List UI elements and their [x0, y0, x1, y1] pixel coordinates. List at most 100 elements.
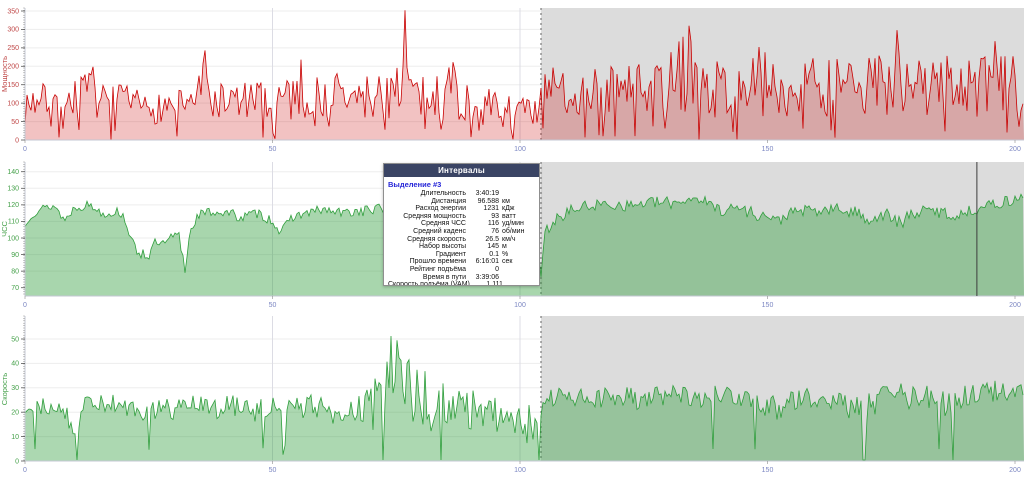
interval-stat-row: Скорость подъёма (VAM) 1.111: [388, 281, 534, 285]
x-tick-label: 200: [1009, 146, 1021, 153]
y-tick-label: 130: [7, 186, 19, 193]
x-tick-label: 100: [514, 146, 526, 153]
popup-body: Выделение #3 Длительность 3:40:19 Дистанци…: [384, 177, 539, 285]
interval-stat-row: Прошло времени 6:16:01 сек: [388, 258, 534, 266]
stat-label: Средняя скорость: [407, 235, 466, 243]
y-tick-label: 40: [11, 361, 19, 368]
interval-stat-row: Градиент 0.1%: [388, 251, 534, 259]
stat-label: Расход энергии: [415, 205, 466, 213]
intervals-popup: Интервалы Выделение #3 Длительность 3:40:…: [383, 163, 540, 286]
stat-unit: м: [502, 243, 507, 251]
stat-value: 0.1: [489, 250, 499, 258]
x-tick-label: 100: [514, 467, 526, 474]
stat-unit: км/ч: [502, 235, 516, 243]
y-tick-label: 120: [7, 202, 19, 209]
stat-unit: [502, 190, 534, 198]
stat-label: Скорость подъёма (VAM): [388, 281, 470, 285]
interval-stat-row: Рейтинг подъёма 0: [388, 266, 534, 274]
stat-label: Средняя мощность: [403, 212, 466, 220]
interval-stat-row: Длительность 3:40:19: [388, 190, 534, 198]
stat-unit: сек: [502, 258, 513, 266]
x-tick-label: 0: [23, 467, 27, 474]
x-tick-label: 50: [269, 467, 277, 474]
interval-stat-row: Время в пути 3:39:06: [388, 274, 534, 282]
stat-value: 93: [491, 212, 499, 220]
y-tick-label: 100: [7, 100, 19, 107]
stat-value: 3:39:06: [475, 273, 499, 281]
interval-stat-row: Средняя ЧСС 116 уд/мин: [388, 220, 534, 228]
stat-label: Рейтинг подъёма: [409, 265, 466, 273]
x-tick-label: 50: [269, 302, 277, 308]
stat-label: Время в пути: [422, 273, 466, 281]
y-tick-label: 20: [11, 410, 19, 417]
y-tick-label: 0: [15, 458, 19, 465]
stat-unit: [506, 281, 538, 285]
stat-unit: %: [502, 250, 509, 258]
y-tick-label: 110: [8, 219, 19, 226]
stat-label: Длительность: [420, 190, 466, 197]
stat-value: 1231: [483, 205, 499, 213]
stat-label: Градиент: [435, 250, 466, 258]
y-tick-label: 30: [11, 385, 19, 392]
stat-value: 3:40:19: [475, 190, 499, 197]
stat-unit: ватт: [502, 212, 516, 220]
selected-interval-region[interactable]: [540, 316, 1024, 461]
y-axis-title-power: Мощность: [0, 56, 9, 92]
stat-value: 1.111: [486, 281, 503, 285]
x-tick-label: 150: [762, 302, 774, 308]
x-tick-label: 50: [269, 146, 277, 153]
popup-header[interactable]: Интервалы: [384, 164, 539, 177]
stat-value: 0: [495, 265, 499, 273]
x-tick-label: 200: [1009, 302, 1021, 308]
interval-stat-row: Расход энергии 1231 кДж: [388, 205, 534, 213]
y-tick-label: 90: [11, 252, 19, 259]
y-tick-label: 50: [11, 336, 19, 343]
stat-value: 6:16:01: [475, 258, 499, 266]
y-tick-label: 300: [7, 27, 19, 34]
x-tick-label: 0: [23, 146, 27, 153]
x-tick-label: 100: [514, 302, 526, 308]
y-tick-label: 70: [11, 285, 19, 292]
stat-label: Средняя ЧСС: [421, 220, 466, 228]
stat-unit: [502, 274, 534, 282]
interval-stat-row: Средняя мощность 93 ватт: [388, 213, 534, 221]
selected-interval-region[interactable]: [540, 162, 1024, 296]
stat-unit: [502, 266, 534, 274]
y-axis-title-hr: ЧСС: [0, 221, 9, 237]
y-tick-label: 150: [7, 82, 19, 89]
x-tick-label: 200: [1009, 467, 1021, 474]
stat-label: Прошло времени: [409, 258, 466, 266]
interval-stat-row: Средний каденс 76 об/мин: [388, 228, 534, 236]
stat-value: 26.5: [485, 235, 499, 243]
stat-unit: уд/мин: [502, 220, 524, 228]
y-tick-label: 10: [11, 434, 19, 441]
power-series-area: [25, 10, 1024, 140]
y-axis-title-speed: Скорость: [0, 373, 9, 405]
x-tick-label: 0: [23, 302, 27, 308]
x-tick-label: 150: [762, 146, 774, 153]
power-chart[interactable]: Мощность 0 50 100 150 200 250 300 350 0 50 100 150 2…: [0, 0, 1024, 154]
speed-series-line: [24, 335, 1024, 461]
interval-stat-row: Набор высоты 145 м: [388, 243, 534, 251]
interval-stat-row: Средняя скорость 26.5 км/ч: [388, 236, 534, 244]
stat-value: 145: [487, 243, 499, 251]
stat-value: 96.588: [477, 197, 499, 205]
x-tick-label: 150: [762, 467, 774, 474]
selected-interval-region[interactable]: [540, 8, 1024, 140]
selection-title: Выделение #3: [388, 180, 442, 189]
y-tick-label: 250: [7, 45, 19, 52]
power-series-line: [24, 10, 1024, 140]
stat-label: Средний каденс: [413, 227, 466, 235]
speed-chart[interactable]: Скорость 0 10 20 30 40 50 0 50 100 150 200: [0, 312, 1024, 483]
stat-value: 116: [487, 220, 499, 228]
popup-stats-list: Длительность 3:40:19 Дистанция 96.588 км Расх…: [388, 190, 534, 285]
stat-unit: об/мин: [502, 227, 525, 235]
y-tick-label: 350: [7, 8, 19, 15]
y-tick-label: 80: [11, 268, 19, 275]
heart-rate-chart[interactable]: ЧСС 70 80 90 100 110 120 130 140 0 50 100 150 200: [0, 158, 1024, 308]
y-tick-label: 140: [7, 169, 19, 176]
stat-unit: кДж: [502, 205, 515, 213]
interval-stat-row: Дистанция 96.588 км: [388, 198, 534, 206]
stat-value: 76: [491, 227, 499, 235]
